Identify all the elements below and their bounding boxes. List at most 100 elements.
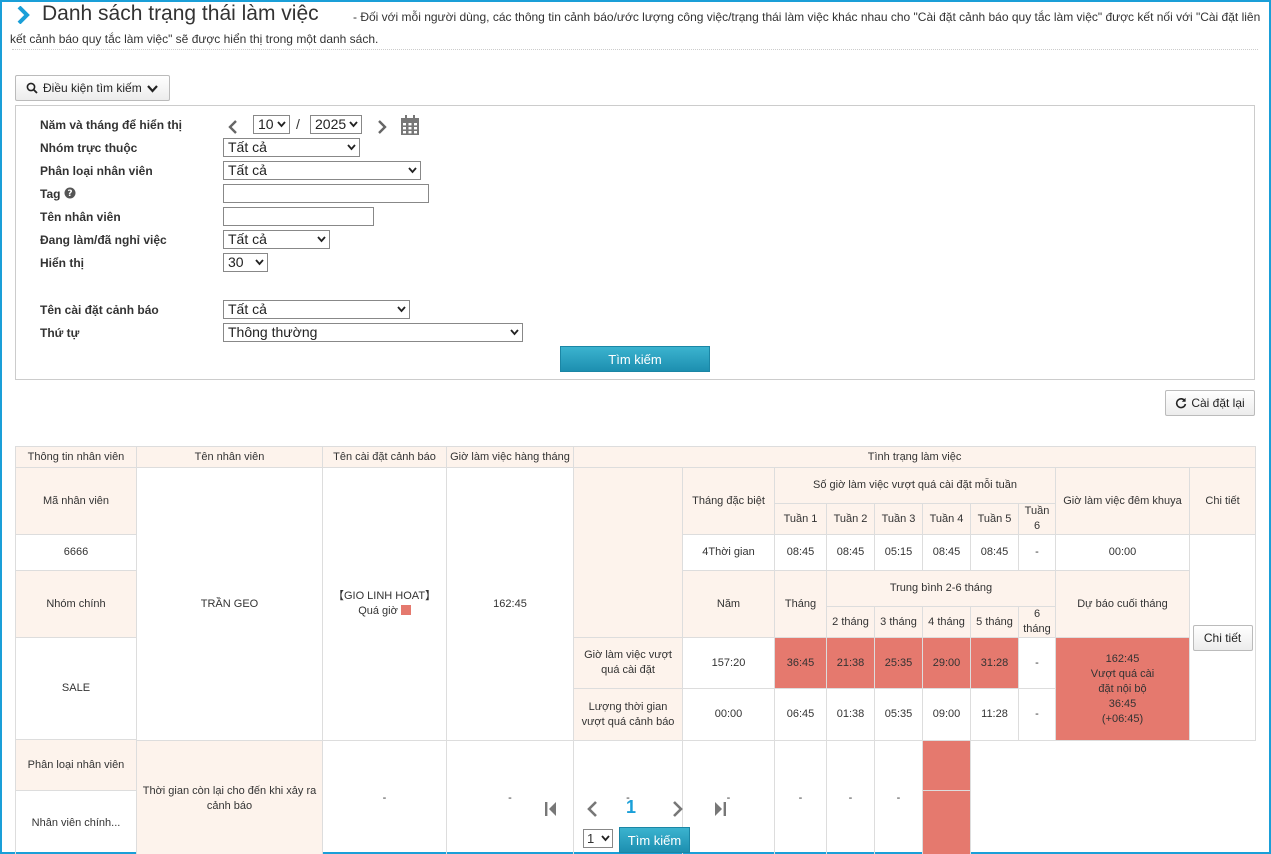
year-value: 2025 (315, 116, 347, 132)
status-value: Tất cả (228, 231, 267, 247)
forecast-cell: 162:45 Vượt quá cài đặt nội bộ 36:45 (+0… (1055, 637, 1190, 741)
header-night-hours: Giờ làm việc đêm khuya (1055, 467, 1190, 535)
next-month-icon[interactable] (376, 119, 388, 135)
header-special-month: Tháng đặc biệt (682, 467, 775, 535)
header-year: Năm (682, 570, 775, 638)
special-month-cell: 4Thời gian (682, 534, 775, 571)
forecast-line-5: (+06:45) (1101, 712, 1144, 725)
month-select[interactable]: 10 (253, 115, 290, 134)
row3-avg-6: - (874, 740, 923, 854)
chevron-down-icon (349, 121, 358, 128)
monthly-hours-cell: 162:45 (446, 467, 574, 741)
first-page-icon[interactable] (543, 800, 559, 818)
chevron-down-icon (408, 167, 417, 174)
help-icon[interactable]: ? (64, 187, 76, 199)
header-week-2: Tuần 2 (826, 503, 875, 535)
forecast-cell-ext (922, 740, 971, 791)
row1-month: 36:45 (774, 637, 827, 689)
search-conditions-toggle[interactable]: Điều kiện tìm kiếm (15, 75, 170, 101)
alert-setting-label: Tên cài đặt cảnh báo (40, 303, 159, 317)
search-button[interactable]: Tìm kiếm (560, 346, 710, 372)
table-header-row: Thông tin nhân viên Tên nhân viên Tên cà… (15, 446, 1257, 468)
chevron-down-icon (397, 306, 406, 313)
alert-setting-value: Tất cả (228, 301, 267, 317)
table-row: Mã nhân viên TRẦN GEO 【GIO LINH HOAT】 Quá… (15, 467, 1257, 741)
tag-label-text: Tag (40, 187, 61, 201)
last-page-icon[interactable] (712, 800, 728, 818)
current-page[interactable]: 1 (626, 797, 637, 817)
chevron-down-icon (510, 329, 519, 336)
employee-type-value: Tất cả (228, 162, 267, 178)
table-row: Tuần 1 Tuần 2 Tuần 3 Tuần 4 Tuần 5 Tuần … (16, 503, 1256, 535)
tag-input[interactable] (223, 184, 429, 203)
reset-button[interactable]: Cài đặt lại (1165, 390, 1255, 416)
date-separator: / (296, 116, 300, 132)
next-page-icon[interactable] (669, 800, 685, 818)
row1-avg-3: 25:35 (874, 637, 923, 689)
alert-name-cell: 【GIO LINH HOAT】 Quá giờ (322, 467, 447, 741)
row3-avg-5: - (826, 740, 875, 854)
page-go-button[interactable]: Tìm kiếm (619, 827, 690, 853)
order-select[interactable]: Thông thường (223, 323, 523, 342)
search-icon (26, 82, 38, 94)
detail-button[interactable]: Chi tiết (1192, 624, 1253, 651)
page-select[interactable]: 1 (583, 829, 613, 848)
header-employee-info: Thông tin nhân viên (15, 446, 137, 468)
row2-year: 00:00 (682, 688, 775, 741)
table-row: Nhóm chính Năm Tháng Trung bình 2-6 thán… (15, 570, 1256, 638)
header-week-3: Tuần 3 (874, 503, 923, 535)
header-avg-2: 2 tháng (826, 606, 875, 638)
header-avg-4: 4 tháng (922, 606, 971, 638)
group-select[interactable]: Tất cả (223, 138, 360, 157)
year-select[interactable]: 2025 (310, 115, 362, 134)
row3-avg-4: - (774, 740, 827, 854)
order-label: Thứ tự (40, 326, 80, 340)
alert-status: Quá giờ (358, 605, 398, 617)
header-week-4: Tuần 4 (922, 503, 971, 535)
row2-month: 06:45 (774, 688, 827, 741)
row-label-blank (573, 467, 683, 638)
header-month: Tháng (774, 570, 827, 638)
row1-label: Giờ làm việc vượt quá cài đặt (573, 637, 683, 689)
header-week-1: Tuần 1 (774, 503, 827, 535)
header-detail: Chi tiết (1188, 467, 1257, 535)
forecast-line-1: 162:45 (1105, 652, 1140, 665)
prev-month-icon[interactable] (227, 119, 239, 135)
header-weekly-over: Số giờ làm việc vượt quá cài đặt mỗi tuầ… (774, 467, 1056, 504)
employee-name-input[interactable] (223, 207, 374, 226)
group-value: Tất cả (228, 139, 267, 155)
header-week-6: Tuần 6 (1018, 503, 1056, 535)
employee-name-cell: TRẦN GEO (136, 467, 323, 741)
page-description-cont: kết cảnh báo quy tắc làm việc" sẽ được h… (10, 32, 379, 46)
employee-type-select[interactable]: Tất cả (223, 161, 421, 180)
week-6-cell: - (1018, 534, 1056, 571)
header-avg-6: 6 tháng (1018, 606, 1056, 638)
header-avg-5: 5 tháng (970, 606, 1019, 638)
row2-avg-6: - (1018, 688, 1056, 741)
employee-name-label: Tên nhân viên (40, 210, 121, 224)
refresh-icon (1176, 397, 1187, 409)
group-label: Nhóm trực thuộc (40, 141, 138, 155)
employee-code-cell: 6666 (15, 534, 137, 571)
row2-avg-5: 11:28 (970, 688, 1019, 741)
row3-label: Thời gian còn lại cho đến khi xảy ra cản… (136, 740, 323, 854)
page-description: - Đối với mỗi người dùng, các thông tin … (353, 10, 1261, 24)
status-select[interactable]: Tất cả (223, 230, 330, 249)
prev-page-icon[interactable] (585, 800, 601, 818)
chevron-down-icon (255, 259, 264, 266)
row2-avg-3: 05:35 (874, 688, 923, 741)
table-row: Nhân viên chính... (15, 790, 1256, 854)
work-status-table: Thông tin nhân viên Tên nhân viên Tên cà… (15, 446, 1257, 854)
week-3-cell: 05:15 (874, 534, 923, 571)
forecast-line-3: đặt nội bộ (1098, 682, 1147, 695)
table-row: Thời gian còn lại cho đến khi xảy ra cản… (16, 740, 1256, 854)
display-select[interactable]: 30 (223, 253, 268, 272)
search-panel: Năm và tháng để hiển thị 10 / 2025 Nhóm … (15, 105, 1255, 380)
chevron-right-icon (17, 6, 30, 24)
status-label: Đang làm/đã nghỉ việc (40, 233, 167, 247)
employee-type-cell: Nhân viên chính... (15, 790, 137, 854)
week-2-cell: 08:45 (826, 534, 875, 571)
alert-setting-select[interactable]: Tất cả (223, 300, 410, 319)
header-forecast: Dự báo cuối tháng (1055, 570, 1190, 638)
calendar-icon[interactable] (400, 115, 420, 136)
